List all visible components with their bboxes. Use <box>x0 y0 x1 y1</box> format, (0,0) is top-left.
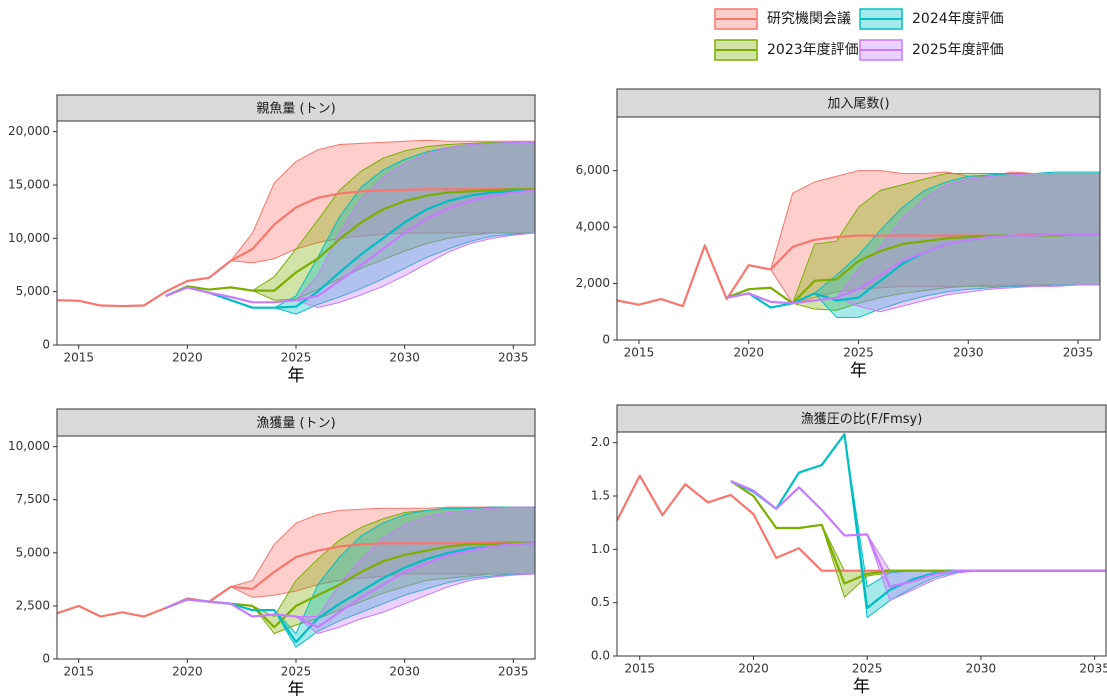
x-tick-label: 2030 <box>389 665 420 679</box>
panel-border <box>56 435 536 660</box>
y-tick-label: 0 <box>602 333 610 347</box>
facet-title: 漁獲圧の比(F/Fmsy) <box>801 412 923 427</box>
plot-area <box>57 506 535 649</box>
facet-title: 加入尾数() <box>827 97 889 112</box>
line <box>165 542 535 629</box>
ribbon <box>770 170 1100 304</box>
y-tick-label: 10,000 <box>8 231 50 245</box>
y-tick-label: 0 <box>42 338 50 352</box>
x-tick-label: 2030 <box>389 351 420 365</box>
y-tick-label: 2,500 <box>16 598 50 612</box>
x-axis-title: 年 <box>288 680 305 696</box>
ribbon <box>843 434 1106 619</box>
legend-label: 研究機関会議 <box>767 10 851 27</box>
x-tick-label: 2035 <box>1063 346 1094 360</box>
panel-border <box>616 116 1101 341</box>
x-tick-label: 2025 <box>843 346 874 360</box>
y-tick-label: 7,500 <box>16 492 50 506</box>
line <box>57 188 535 308</box>
facet-strip <box>56 408 536 437</box>
facet-title: 漁獲量 (トン) <box>256 416 335 431</box>
plot-area <box>617 170 1100 318</box>
line <box>165 189 535 304</box>
ribbon <box>813 171 1100 318</box>
line <box>57 541 535 618</box>
line <box>730 480 1106 585</box>
line <box>726 233 1100 305</box>
plot-area <box>617 433 1106 619</box>
legend-label: 2025年度評価 <box>912 42 1004 58</box>
line <box>165 188 535 297</box>
panel-border <box>56 120 536 346</box>
ribbon <box>835 172 1100 313</box>
x-tick-label: 2015 <box>624 662 655 676</box>
line <box>165 189 535 309</box>
x-tick-label: 2035 <box>498 665 529 679</box>
y-tick-label: 0 <box>42 652 50 666</box>
y-tick-label: 15,000 <box>8 178 50 192</box>
y-tick-label: 10,000 <box>8 439 50 453</box>
facet-strip <box>616 88 1101 118</box>
y-tick-label: 2.0 <box>591 435 610 449</box>
x-tick-label: 2030 <box>953 346 984 360</box>
x-tick-label: 2015 <box>63 665 94 679</box>
ribbon <box>791 172 1100 311</box>
panel-border <box>616 431 1107 657</box>
x-tick-label: 2015 <box>63 351 94 365</box>
line <box>730 480 1106 588</box>
y-tick-label: 4,000 <box>576 220 610 234</box>
x-tick-label: 2025 <box>281 351 312 365</box>
x-tick-label: 2035 <box>1079 662 1107 676</box>
y-tick-label: 5,000 <box>16 284 50 298</box>
ribbon <box>866 534 1106 602</box>
x-tick-label: 2025 <box>281 665 312 679</box>
x-tick-label: 2015 <box>624 346 655 360</box>
ribbon <box>229 506 535 598</box>
legend-label: 2023年度評価 <box>767 42 859 58</box>
x-tick-label: 2030 <box>966 662 997 676</box>
x-tick-label: 2025 <box>852 662 883 676</box>
y-tick-label: 2,000 <box>576 276 610 290</box>
y-tick-label: 6,000 <box>576 163 610 177</box>
x-tick-label: 2020 <box>172 665 203 679</box>
facet-strip <box>616 404 1107 433</box>
y-tick-label: 0.5 <box>591 595 610 609</box>
y-tick-label: 20,000 <box>8 124 50 138</box>
y-tick-label: 1.0 <box>591 542 610 556</box>
x-tick-label: 2020 <box>172 351 203 365</box>
x-tick-label: 2020 <box>733 346 764 360</box>
x-tick-label: 2035 <box>498 351 529 365</box>
facet-title: 親魚量 (トン) <box>256 102 335 117</box>
x-axis-title: 年 <box>853 677 870 696</box>
y-tick-label: 1.5 <box>591 489 610 503</box>
x-axis-title: 年 <box>288 366 305 386</box>
plot-area <box>57 139 535 315</box>
y-tick-label: 5,000 <box>16 545 50 559</box>
x-tick-label: 2020 <box>738 662 769 676</box>
x-axis-title: 年 <box>850 361 867 381</box>
y-tick-label: 0.0 <box>591 649 610 663</box>
legend-label: 2024年度評価 <box>912 11 1004 27</box>
facet-strip <box>56 94 536 122</box>
